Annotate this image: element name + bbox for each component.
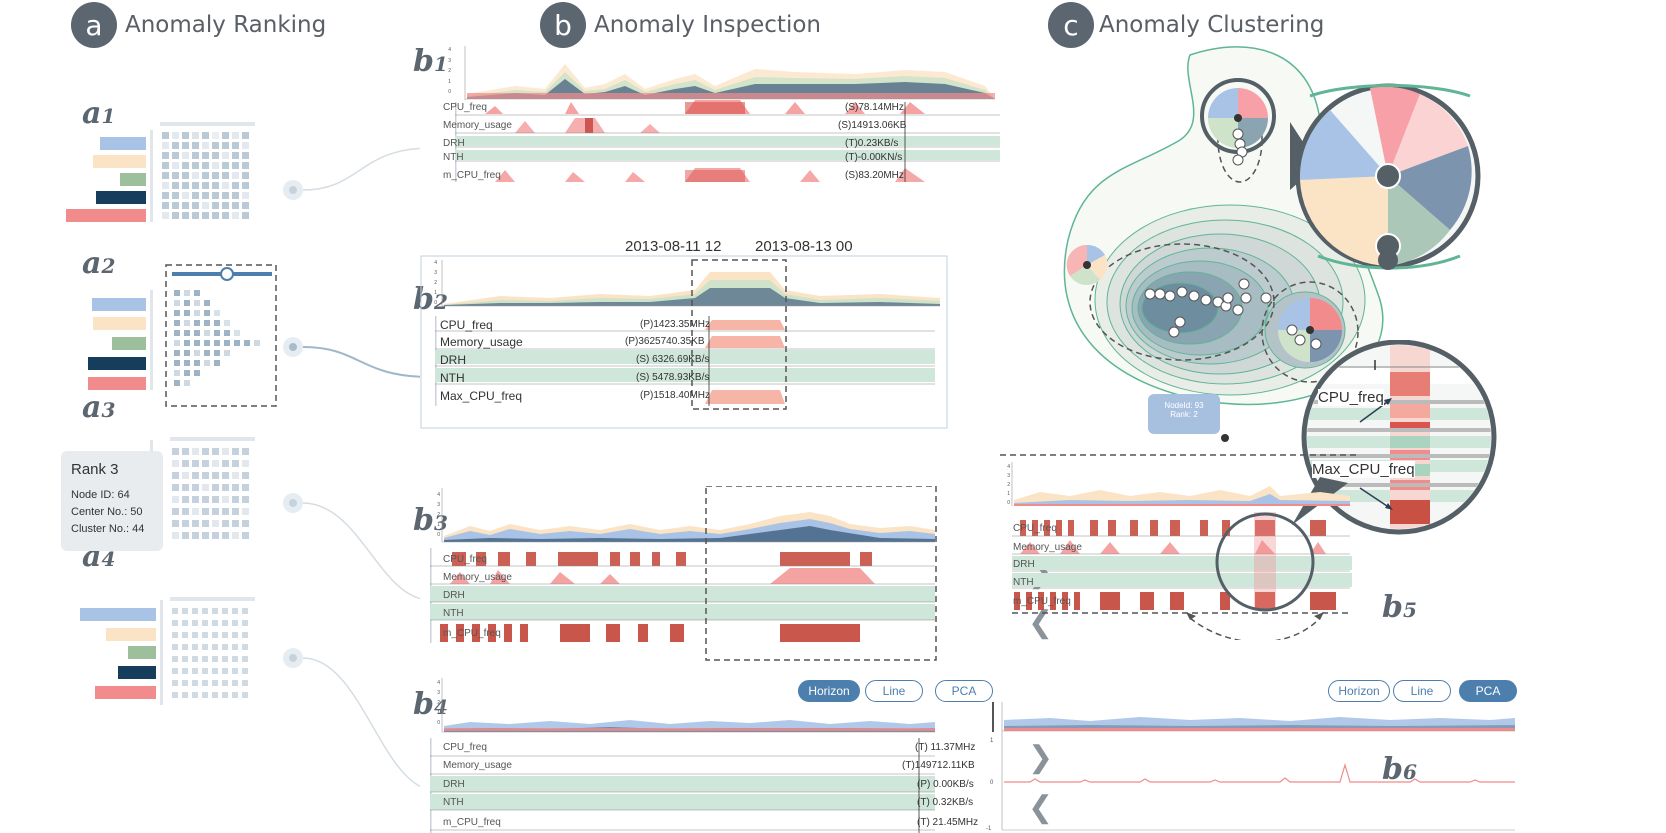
b2-row-memory: Memory_usage [440, 335, 523, 349]
panel-label-b1: b1 [413, 44, 448, 79]
b1-val-drh: (T)0.23KB/s [845, 138, 899, 149]
chevron-left-icon-2[interactable]: ❮ [1028, 791, 1054, 824]
b6-pca-chart[interactable] [990, 700, 1520, 833]
panel-label-b4: b4 [413, 687, 448, 722]
section-c-badge: c [1048, 2, 1094, 48]
b1-row-nth: NTH [443, 152, 464, 163]
b1-val-mcpu: (S)83.20MHz [845, 170, 904, 181]
chevron-right-icon-2[interactable]: ❯ [1028, 741, 1054, 774]
section-a-title: Anomaly Ranking [125, 12, 327, 38]
chevron-left-icon[interactable]: ❮ [1028, 606, 1054, 639]
b5-row-drh: DRH [1013, 559, 1035, 570]
panel-label-b3: b3 [413, 503, 448, 538]
b3-row-drh: DRH [443, 590, 465, 601]
b4-row-drh: DRH [443, 779, 465, 790]
b2-val-nth: (S) 5478.93KB/s [636, 372, 710, 383]
b2-date-start: 2013-08-11 12 [625, 238, 722, 255]
b4-val-memory: (T)149712.11KB [902, 760, 975, 771]
b1-timeline-chart[interactable] [455, 44, 1000, 199]
b1-row-memory: Memory_usage [443, 120, 512, 131]
b3-timeline-chart[interactable] [430, 486, 960, 661]
tooltip-node-id: NodeId: 93 [1164, 401, 1204, 410]
panel-label-a1: a1 [82, 96, 116, 131]
b5-row-nth: NTH [1013, 577, 1034, 588]
cluster-glyph-left[interactable] [1066, 244, 1108, 286]
b4-row-nth: NTH [443, 797, 464, 808]
rank-glyph-a3[interactable] [150, 437, 255, 550]
b2-row-drh: DRH [440, 353, 466, 367]
zoom-label-max-cpu: Max_CPU_freq [1312, 461, 1415, 478]
panel-label-a2: a2 [82, 246, 116, 281]
rank-card: Rank 3 Node ID: 64 Center No.: 50 Cluste… [61, 451, 163, 551]
b2-row-cpu: CPU_freq [440, 318, 493, 332]
b6-y-tick-0: 0 [990, 780, 994, 786]
b2-val-maxcpu: (P)1518.40MHz [640, 390, 711, 401]
panel-label-a3: a3 [82, 390, 116, 425]
b3-row-mcpu: m_CPU_freq [443, 628, 501, 639]
rank-glyph-a1[interactable] [66, 122, 255, 222]
panel-label-b2: b2 [413, 282, 448, 317]
rank-card-center: Center No.: 50 [71, 506, 143, 518]
b5-timeline-chart[interactable] [1000, 450, 1360, 640]
rank-glyph-a4[interactable] [80, 597, 255, 705]
b4-row-cpu: CPU_freq [443, 742, 487, 753]
b2-val-drh: (S) 6326.69KB/s [636, 354, 710, 365]
cluster-contour-map[interactable] [1060, 40, 1666, 460]
b2-row-nth: NTH [440, 371, 465, 385]
rank-card-node-id: Node ID: 64 [71, 489, 130, 501]
b3-row-nth: NTH [443, 608, 464, 619]
section-b-badge: b [540, 2, 586, 48]
rank-card-title: Rank 3 [71, 461, 119, 478]
b5-row-cpu: CPU_freq [1013, 523, 1057, 534]
b4-val-mcpu: (T) 21.45MHz [917, 817, 979, 828]
b4-val-drh: (P) 0.00KB/s [917, 779, 974, 790]
b1-row-mcpu: m_CPU_freq [443, 170, 501, 181]
rank-glyph-a2[interactable] [88, 264, 277, 407]
b4-val-nth: (T) 0.32KB/s [917, 797, 974, 808]
b4-pca-button[interactable]: PCA [935, 680, 993, 702]
b4-timeline-chart[interactable] [430, 676, 960, 833]
zoom-label-cpu: CPU_freq [1318, 389, 1384, 406]
b6-pca-button[interactable]: PCA [1459, 680, 1517, 702]
b4-val-cpu: (T) 11.37MHz [915, 742, 976, 753]
b4-line-button[interactable]: Line [865, 680, 923, 702]
b2-date-end: 2013-08-13 00 [755, 238, 853, 255]
b1-val-nth: (T)-0.00KN/s [845, 152, 903, 163]
glyph-zoom-lens [1290, 83, 1481, 270]
b1-val-cpu: (S)78.14MHz [845, 102, 904, 113]
tooltip-rank: Rank: 2 [1170, 410, 1198, 419]
b6-horizon-button[interactable]: Horizon [1328, 680, 1390, 702]
ranking-glyphs [66, 122, 420, 788]
b2-timeline-chart[interactable] [420, 250, 950, 430]
b4-row-mcpu: m_CPU_freq [443, 817, 501, 828]
b4-row-memory: Memory_usage [443, 760, 512, 771]
b2-val-memory: (P)3625740.35KB [625, 336, 705, 347]
node-tooltip: NodeId: 93 Rank: 2 [1148, 394, 1220, 434]
panel-label-b6: b6 [1382, 752, 1417, 787]
b2-val-cpu: (P)1423.35MHz [640, 319, 711, 330]
panel-label-b5: b5 [1382, 590, 1417, 625]
b4-horizon-button[interactable]: Horizon [798, 680, 860, 702]
b5-row-memory: Memory_usage [1013, 542, 1082, 553]
b1-val-memory: (S)14913.06KB [838, 120, 907, 131]
section-b-title: Anomaly Inspection [594, 12, 821, 38]
b6-y-tick-1: 1 [990, 738, 994, 744]
section-a-badge: a [71, 2, 117, 48]
b1-row-drh: DRH [443, 138, 465, 149]
rank-card-cluster: Cluster No.: 44 [71, 523, 145, 535]
b1-row-cpu: CPU_freq [443, 102, 487, 113]
b3-row-cpu: CPU_freq [443, 554, 487, 565]
b5-row-mcpu: m_CPU_freq [1013, 596, 1071, 607]
section-c-title: Anomaly Clustering [1099, 12, 1325, 38]
cluster-glyph-top[interactable] [1200, 78, 1276, 154]
b3-row-memory: Memory_usage [443, 572, 512, 583]
b6-y-tick-neg1: -1 [986, 826, 992, 832]
b6-line-button[interactable]: Line [1393, 680, 1451, 702]
b2-row-maxcpu: Max_CPU_freq [440, 389, 523, 403]
